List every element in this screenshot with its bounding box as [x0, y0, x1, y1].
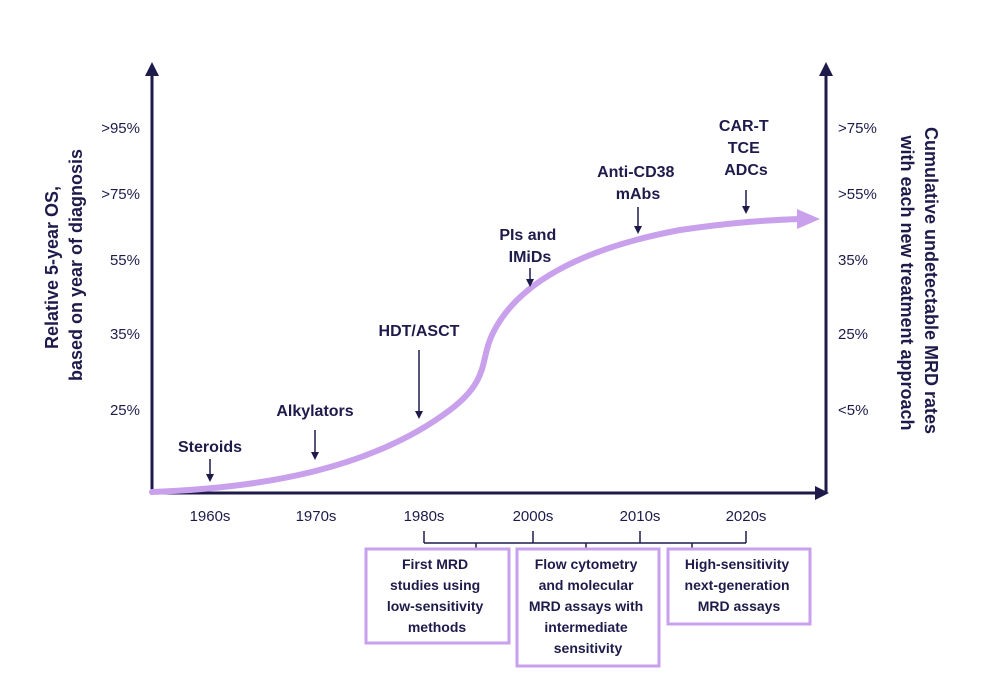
left-tick-label: >95%: [101, 120, 140, 137]
mrd-box-line: next-generation: [685, 577, 790, 593]
mrd-box-flow: [515, 547, 661, 668]
event-line: PIs and: [499, 227, 556, 244]
right-tick-label: <5%: [838, 402, 868, 419]
right-axis-title-line: Cumulative undetectable MRD rates: [921, 127, 941, 434]
right-tick-label: 35%: [838, 252, 868, 269]
right-tick-label: >55%: [838, 186, 877, 203]
event-pointer-head: [634, 226, 642, 234]
right-tick-label: >75%: [838, 120, 877, 137]
event-label-hdt-asct: HDT/ASCT: [379, 323, 460, 340]
mrd-box-line: MRD assays: [698, 598, 781, 614]
event-label-cart-tce-adcs: CAR-T TCE ADCs: [719, 118, 773, 179]
x-tick-label: 1970s: [296, 508, 337, 525]
event-pointer-head: [415, 411, 423, 419]
survival-curve-arrowhead: [797, 209, 820, 229]
mrd-box-line: First MRD: [402, 556, 468, 572]
event-label-alkylators: Alkylators: [276, 403, 353, 420]
event-line: CAR-T: [719, 118, 769, 135]
left-axis-title-line: Relative 5-year OS,: [42, 186, 62, 349]
mrd-box-first-text: First MRD studies using low-sensitivity …: [387, 556, 487, 635]
mrd-box-line: methods: [408, 619, 467, 635]
mrd-box-line: High-sensitivity: [685, 556, 789, 572]
event-pointer-head: [526, 279, 534, 287]
event-label-steroids: Steroids: [178, 439, 242, 456]
x-tick-label: 1980s: [404, 508, 445, 525]
x-tick-label: 2000s: [513, 508, 554, 525]
right-tick-label: 25%: [838, 326, 868, 343]
left-tick-label: >75%: [101, 186, 140, 203]
mrd-box-flow-text: Flow cytometry and molecular MRD assays …: [529, 556, 647, 656]
left-axis-title: Relative 5-year OS, based on year of dia…: [42, 149, 86, 381]
mrd-box-first: [364, 547, 511, 645]
left-tick-label: 55%: [110, 252, 140, 269]
event-pointer-head: [206, 474, 214, 482]
event-line: TCE: [728, 140, 760, 157]
mrd-box-line: and molecular: [539, 577, 634, 593]
mrd-box-high-sensitivity: [666, 547, 812, 626]
x-axis-arrowhead: [815, 486, 829, 500]
left-axis-title-line: based on year of diagnosis: [66, 149, 86, 381]
survival-curve: [149, 216, 803, 495]
left-y-axis-arrowhead: [145, 62, 159, 76]
mrd-box-line: sensitivity: [554, 640, 623, 656]
event-line: Anti-CD38: [597, 164, 674, 181]
right-axis-title: Cumulative undetectable MRD rates with e…: [897, 127, 941, 439]
mrd-box-line: MRD assays with: [529, 598, 643, 614]
left-tick-label: 35%: [110, 326, 140, 343]
right-axis-title-line: with each new treatment approach: [897, 134, 917, 430]
event-line: mAbs: [616, 186, 661, 203]
left-tick-label: 25%: [110, 402, 140, 419]
mrd-box-line: intermediate: [544, 619, 627, 635]
event-label-pis-imids: PIs and IMiDs: [499, 227, 560, 266]
x-tick-label: 1960s: [190, 508, 231, 525]
x-tick-label: 2010s: [620, 508, 661, 525]
mrd-box-line: low-sensitivity: [387, 598, 484, 614]
x-tick-label: 2020s: [726, 508, 767, 525]
event-line: IMiDs: [509, 249, 552, 266]
mrd-box-line: Flow cytometry: [535, 556, 638, 572]
event-line: ADCs: [724, 162, 768, 179]
event-pointer-head: [742, 206, 750, 214]
right-y-axis-arrowhead: [819, 62, 833, 76]
mrd-box-high-sensitivity-text: High-sensitivity next-generation MRD ass…: [685, 556, 794, 614]
mrd-box-line: studies using: [390, 577, 480, 593]
event-label-anti-cd38: Anti-CD38 mAbs: [597, 164, 679, 203]
event-pointer-head: [311, 452, 319, 460]
